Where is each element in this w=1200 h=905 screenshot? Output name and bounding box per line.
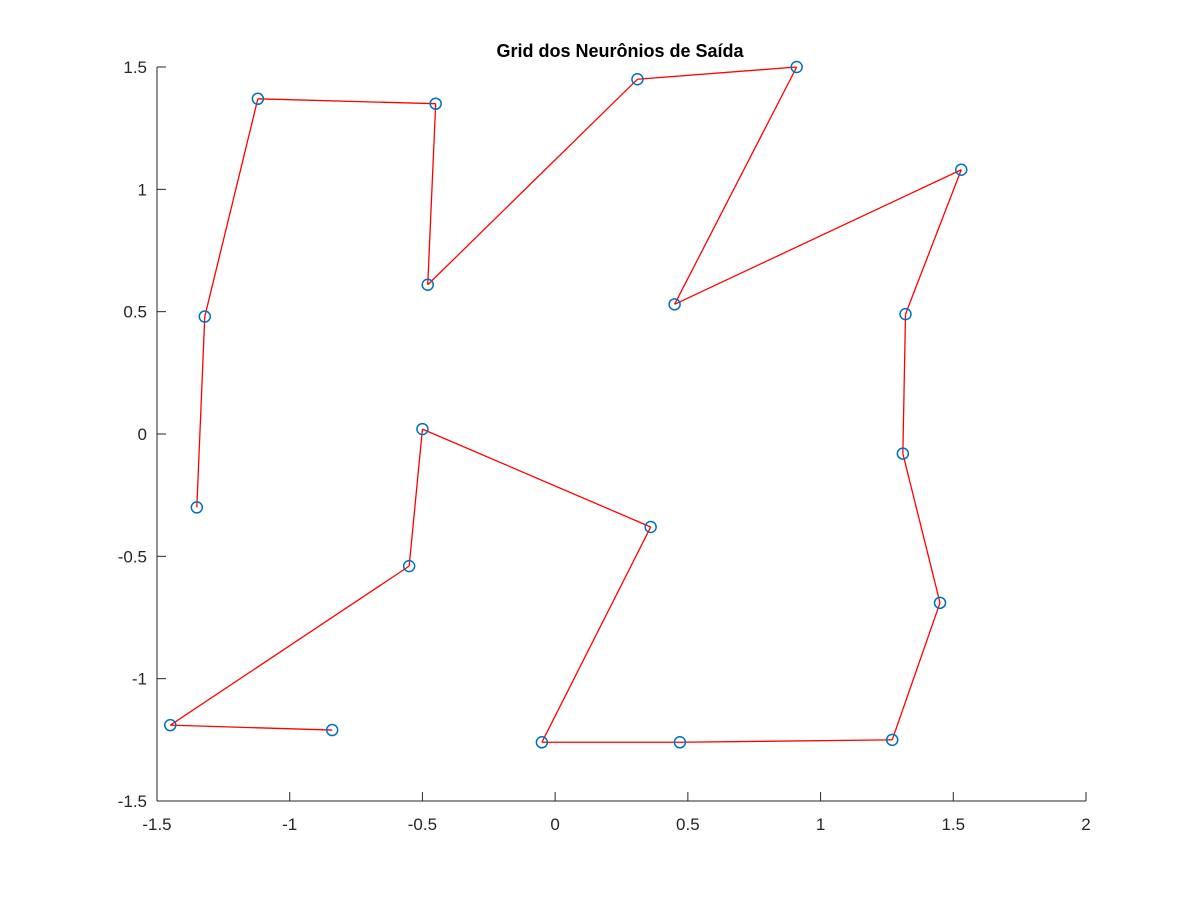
data-point — [631, 72, 644, 86]
data-point — [535, 736, 549, 749]
series-segment — [541, 526, 652, 743]
data-point — [421, 278, 434, 292]
y-tick-label: -0.5 — [118, 547, 147, 566]
series-segment — [196, 316, 206, 508]
x-tick-label: -1 — [282, 815, 297, 834]
axes: -1.5 -1 -0.5 0 0.5 1 1.5 2 -1.5 -1 -0.5 0 0.5 1 1.5 — [118, 58, 1091, 834]
y-tick-label: -1 — [132, 670, 147, 689]
data-point — [790, 60, 803, 74]
data-point — [402, 559, 416, 573]
x-tick-label: 1 — [816, 815, 825, 834]
x-tick-label: 1.5 — [941, 815, 965, 834]
x-tick-label: -1.5 — [142, 815, 171, 834]
data-point — [644, 520, 657, 534]
data-point — [933, 596, 947, 610]
data-point — [885, 733, 899, 747]
y-tick-label: 0.5 — [123, 303, 147, 322]
data-point — [896, 447, 910, 460]
series-segment — [902, 453, 941, 603]
series-segment — [891, 602, 941, 741]
x-tick-label: 0 — [550, 815, 559, 834]
x-tick-label: 0.5 — [676, 815, 700, 834]
data-point — [325, 723, 339, 737]
series-segment — [257, 98, 436, 105]
y-tick-label: -1.5 — [118, 792, 147, 811]
data-point — [954, 163, 968, 177]
chart-title: Grid dos Neurônios de Saída — [496, 41, 744, 61]
series-segment — [169, 565, 410, 726]
data-point — [673, 736, 687, 749]
y-tick-label: 0 — [138, 425, 147, 444]
x-tick-label: 2 — [1081, 815, 1090, 834]
series-lines — [169, 66, 962, 743]
series-segment — [674, 169, 962, 305]
data-point — [668, 298, 681, 311]
series-segment — [204, 98, 259, 317]
series-segment — [408, 429, 424, 567]
series-markers — [164, 60, 968, 749]
data-point — [190, 501, 204, 514]
x-tick-label: -0.5 — [408, 815, 437, 834]
series-segment — [674, 66, 798, 305]
series-segment — [427, 78, 638, 286]
data-point — [429, 97, 442, 110]
series-segment — [427, 103, 437, 285]
data-point — [198, 310, 212, 323]
series-segment — [637, 66, 797, 80]
series-segment — [422, 428, 651, 528]
series-segment — [902, 314, 907, 454]
series-segment — [170, 724, 333, 731]
y-tick-label: 1 — [138, 180, 147, 199]
y-tick-label: 1.5 — [123, 58, 147, 77]
data-point — [164, 718, 177, 732]
data-point — [251, 92, 265, 106]
data-point — [416, 422, 429, 436]
series-segment — [679, 739, 893, 743]
series-segment — [904, 169, 962, 315]
data-point — [899, 307, 912, 321]
